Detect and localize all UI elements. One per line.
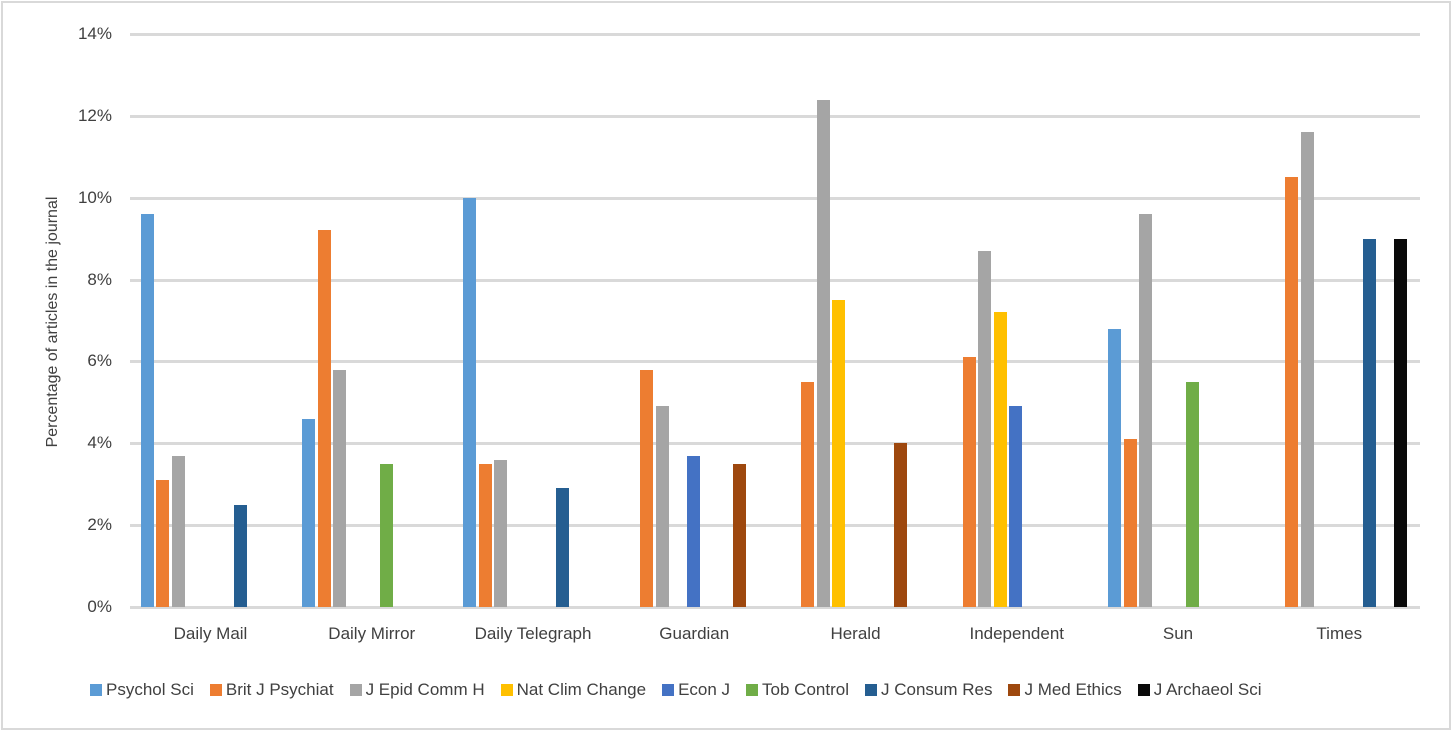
bar — [962, 357, 976, 607]
bar — [1300, 132, 1314, 607]
legend-swatch-icon — [349, 684, 362, 696]
y-tick-label: 4% — [87, 433, 112, 453]
bar — [686, 455, 700, 607]
legend-item: Nat Clim Change — [500, 680, 647, 700]
legend-swatch-icon — [746, 684, 759, 696]
x-tick-label: Daily Mirror — [328, 624, 416, 643]
bar — [978, 250, 992, 607]
bar — [556, 488, 570, 607]
legend-label: Nat Clim Change — [516, 680, 647, 699]
bar — [1009, 406, 1023, 607]
legend: Psychol Sci Brit J Psychiat J Epid Comm H N… — [90, 680, 1262, 700]
y-axis-label: Percentage of articles in the journal — [44, 196, 61, 448]
legend-item: J Consum Res — [864, 680, 993, 700]
x-tick-label: Guardian — [659, 624, 730, 643]
legend-item: Brit J Psychiat — [209, 680, 334, 700]
bar — [1139, 214, 1153, 607]
bar — [171, 455, 185, 607]
y-tick-label: 6% — [87, 351, 112, 371]
bar — [156, 480, 170, 607]
bar — [1393, 238, 1407, 607]
legend-item: Econ J — [662, 680, 730, 700]
gridline — [130, 442, 1420, 446]
legend-label: J Archaeol Sci — [1153, 680, 1262, 699]
legend-swatch-icon — [1137, 684, 1150, 696]
gridline — [130, 196, 1420, 200]
y-tick-label: 12% — [77, 105, 112, 125]
legend-swatch-icon — [90, 684, 102, 696]
bar — [1362, 238, 1376, 607]
gridline — [130, 606, 1420, 609]
bar — [333, 369, 347, 607]
gridline — [130, 360, 1420, 364]
x-tick-label: Sun — [1162, 624, 1194, 643]
legend-label: Psychol Sci — [106, 680, 194, 699]
bar — [733, 463, 747, 607]
bar — [993, 312, 1007, 607]
x-tick-label: Daily Mail — [173, 624, 248, 643]
gridline — [130, 524, 1420, 528]
bar — [478, 463, 492, 607]
bar — [1285, 177, 1299, 607]
plot-area — [130, 33, 1420, 609]
y-tick-label: 2% — [87, 515, 112, 535]
gridline — [130, 114, 1420, 118]
legend-item: J Archaeol Sci — [1137, 680, 1262, 700]
bar — [302, 418, 316, 607]
bar — [494, 459, 508, 607]
bar — [894, 443, 908, 607]
bar — [233, 504, 247, 607]
legend-item: Tob Control — [746, 680, 849, 700]
legend-label: Brit J Psychiat — [225, 680, 334, 699]
bar — [1185, 381, 1199, 607]
legend-label: J Consum Res — [880, 680, 993, 699]
x-tick-label: Times — [1316, 624, 1363, 643]
x-tick-label: Daily Telegraph — [474, 624, 592, 643]
bar — [140, 214, 154, 607]
legend-item: Psychol Sci — [90, 680, 194, 700]
legend-item: J Med Ethics — [1008, 680, 1122, 700]
y-tick-label: 10% — [77, 187, 112, 207]
gridline — [130, 33, 1420, 36]
y-tick-label: 8% — [87, 269, 112, 289]
x-tick-label: Independent — [969, 624, 1065, 643]
bar — [379, 463, 393, 607]
legend-swatch-icon — [1008, 684, 1021, 696]
legend-swatch-icon — [864, 684, 877, 696]
bar — [1123, 439, 1137, 607]
legend-label: Tob Control — [762, 680, 849, 699]
bar — [816, 99, 830, 607]
bar — [655, 406, 669, 607]
bar — [317, 230, 331, 607]
x-tick-label: Herald — [830, 624, 881, 643]
legend-label: J Med Ethics — [1024, 680, 1122, 699]
bar — [640, 369, 654, 607]
legend-item: J Epid Comm H — [349, 680, 485, 700]
bar — [832, 300, 846, 607]
bar — [801, 381, 815, 607]
y-tick-label: 14% — [77, 24, 112, 43]
bar — [463, 197, 477, 607]
legend-swatch-icon — [500, 684, 513, 696]
legend-swatch-icon — [662, 684, 675, 696]
gridline — [130, 278, 1420, 282]
legend-swatch-icon — [209, 684, 222, 696]
legend-label: J Epid Comm H — [365, 680, 485, 699]
bar — [1108, 328, 1122, 607]
y-tick-label: 0% — [87, 597, 112, 616]
legend-label: Econ J — [678, 680, 731, 699]
